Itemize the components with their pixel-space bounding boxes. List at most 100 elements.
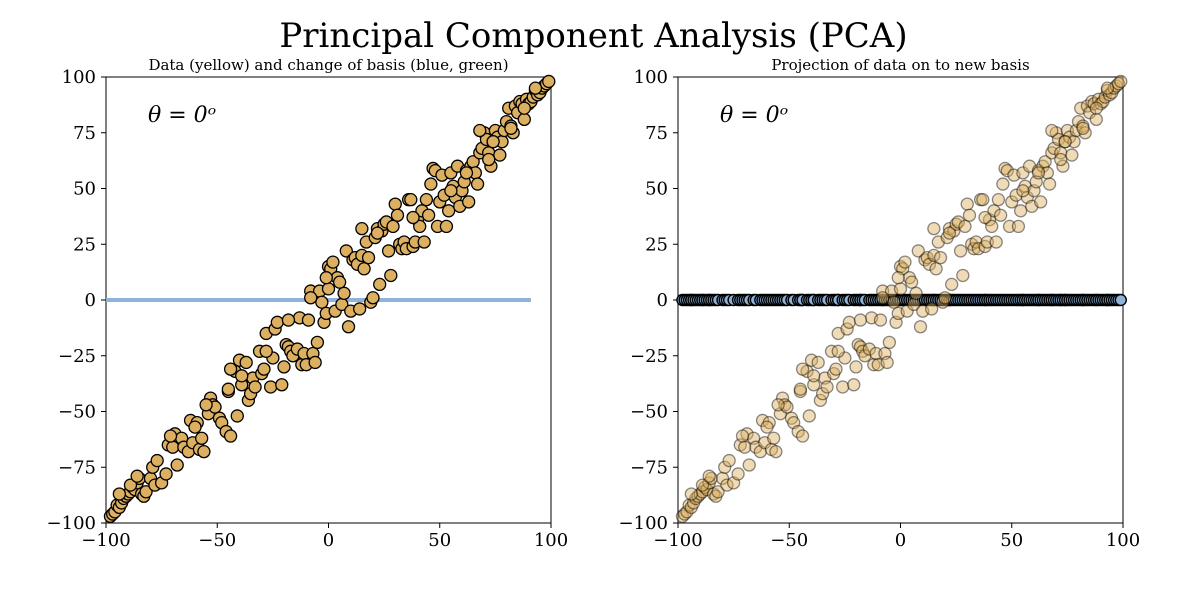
- data-point: [1042, 177, 1057, 191]
- data-point: [742, 458, 756, 472]
- y-tick-label: 25: [645, 234, 668, 255]
- data-point: [230, 409, 244, 423]
- data-point: [341, 320, 356, 334]
- y-tick-label: 50: [645, 179, 668, 200]
- data-point: [123, 478, 138, 492]
- data-point: [1078, 126, 1092, 140]
- data-point: [891, 271, 905, 285]
- data-point: [967, 242, 981, 256]
- data-point: [235, 369, 249, 383]
- data-point: [270, 315, 284, 329]
- data-point: [853, 313, 868, 327]
- data-point: [878, 346, 892, 361]
- data-point: [1114, 74, 1128, 89]
- data-point: [1076, 119, 1090, 133]
- data-point: [310, 335, 325, 350]
- data-point: [880, 355, 894, 370]
- data-point: [715, 471, 730, 486]
- data-point: [831, 326, 845, 341]
- data-point: [473, 123, 487, 138]
- data-point: [840, 322, 854, 336]
- data-point: [720, 478, 734, 492]
- data-point: [1087, 97, 1101, 111]
- data-point: [166, 440, 180, 454]
- data-point: [942, 226, 957, 240]
- data-point: [824, 344, 839, 358]
- data-point: [804, 353, 819, 367]
- data-layer: [675, 74, 1128, 523]
- y-tick-label: 0: [85, 290, 96, 311]
- data-point: [388, 197, 402, 211]
- x-tick-label: 100: [1106, 530, 1140, 551]
- data-point: [695, 478, 710, 492]
- data-point: [691, 489, 705, 503]
- data-point: [223, 429, 238, 443]
- data-point: [947, 224, 961, 238]
- data-point: [1107, 81, 1121, 95]
- data-layer: [103, 74, 556, 523]
- data-point: [784, 411, 799, 425]
- data-point: [1014, 204, 1028, 218]
- data-point: [163, 429, 178, 443]
- y-tick-label: −75: [630, 457, 668, 478]
- axes-title: Projection of data on to new basis: [771, 56, 1029, 74]
- data-point: [1089, 112, 1103, 127]
- data-point: [791, 424, 805, 439]
- data-point: [199, 398, 213, 412]
- y-tick-label: 25: [73, 234, 96, 255]
- data-point: [753, 444, 767, 459]
- data-point: [1011, 219, 1026, 234]
- data-point: [1034, 195, 1048, 209]
- projected-point: [1114, 293, 1127, 307]
- data-point: [740, 427, 754, 441]
- data-point: [493, 148, 507, 162]
- data-point: [706, 487, 721, 501]
- y-tick-label: −25: [58, 346, 96, 367]
- x-tick-label: 50: [428, 530, 451, 551]
- x-tick-label: −100: [81, 530, 130, 551]
- y-tick-label: 75: [73, 123, 96, 144]
- data-point: [1051, 132, 1066, 147]
- data-point: [936, 295, 950, 309]
- data-point: [373, 277, 387, 292]
- data-point: [989, 235, 1003, 249]
- y-tick-label: 0: [657, 290, 668, 311]
- data-point: [223, 362, 238, 376]
- x-tick-label: 50: [1000, 530, 1023, 551]
- data-point: [197, 444, 211, 459]
- data-point: [807, 369, 821, 383]
- data-point: [1031, 166, 1046, 180]
- data-point: [856, 344, 870, 358]
- data-point: [1100, 81, 1115, 95]
- data-point: [704, 471, 719, 486]
- data-point: [1016, 184, 1030, 198]
- x-tick-label: 0: [323, 530, 334, 551]
- data-point: [1054, 146, 1068, 160]
- data-point: [1002, 219, 1017, 234]
- data-point: [678, 507, 692, 521]
- data-point: [958, 219, 972, 234]
- data-point: [775, 391, 790, 405]
- data-point: [851, 337, 865, 352]
- data-point: [940, 230, 954, 245]
- data-point: [1054, 152, 1068, 167]
- data-point: [942, 221, 957, 236]
- data-point: [1020, 190, 1034, 205]
- y-tick-label: −50: [58, 402, 96, 423]
- data-point: [802, 409, 816, 423]
- data-point: [321, 282, 336, 296]
- data-point: [780, 400, 794, 414]
- data-point: [444, 184, 458, 198]
- data-point: [980, 235, 994, 249]
- data-point: [1047, 141, 1061, 156]
- data-point: [965, 237, 979, 251]
- data-point: [1060, 123, 1075, 138]
- data-point: [1080, 99, 1095, 113]
- data-point: [889, 315, 903, 329]
- data-point: [352, 302, 367, 316]
- data-point: [259, 344, 273, 358]
- data-point: [684, 487, 698, 501]
- data-point: [749, 440, 763, 454]
- data-point: [931, 235, 945, 249]
